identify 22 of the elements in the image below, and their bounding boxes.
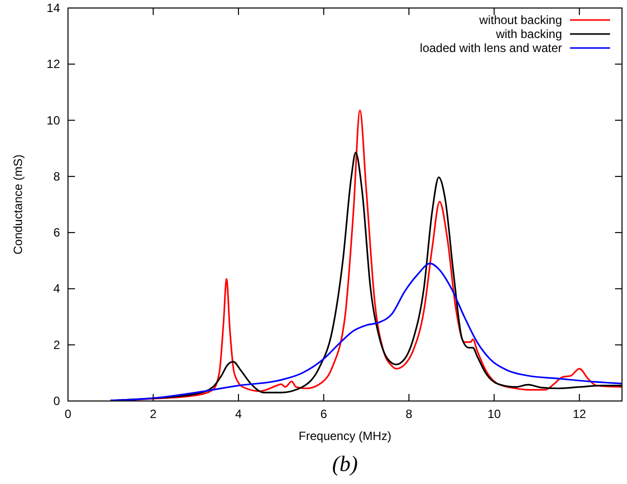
x-tick-label: 6 [320,407,328,421]
y-tick-label: 6 [53,226,60,240]
legend-label: with backing [494,27,562,41]
x-tick-label: 4 [235,407,242,421]
y-tick-label: 0 [53,394,60,408]
y-tick-label: 14 [46,1,60,15]
x-axis-title: Frequency (MHz) [298,429,392,443]
y-tick-label: 8 [53,169,60,184]
text: (b) [332,451,358,476]
y-tick-label: 2 [53,338,60,352]
legend-label: without backing [478,13,562,27]
y-tick-label: 4 [53,282,60,296]
y-tick-label: 12 [46,57,60,72]
x-tick-label: 0 [64,407,72,421]
legend-label: loaded with lens and water [420,41,562,55]
line-series [110,262,623,402]
y-axis-title: Conductance (mS) [11,154,25,255]
x-tick-label: 10 [487,407,502,421]
x-tick-label: 12 [572,407,586,421]
x-tick-label: 2 [150,407,157,421]
y-tick-label: 10 [46,113,60,128]
x-tick-label: 8 [406,407,413,421]
